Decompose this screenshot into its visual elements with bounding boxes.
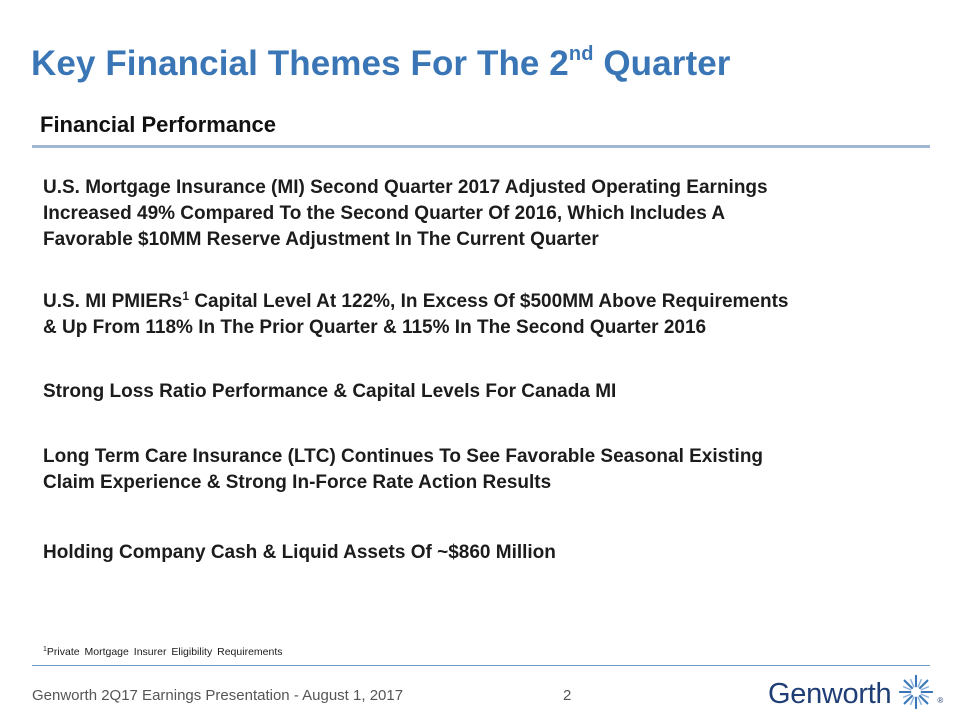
bullet-line: Favorable $10MM Reserve Adjustment In Th… [43,229,599,250]
footnote-marker: 1 [182,289,190,303]
bullet-line: Strong Loss Ratio Performance & Capital … [43,381,617,402]
genworth-star-icon [897,673,935,716]
footnote-marker: 1 [43,646,47,653]
registered-mark: ® [937,695,944,705]
bullet-line: Increased 49% Compared To the Second Qua… [43,203,726,224]
footer-divider [32,665,930,666]
logo-wordmark: Genworth [768,677,892,710]
bullet-line: U.S. Mortgage Insurance (MI) Second Quar… [43,177,768,198]
bullet-text: U.S. MI PMIERs [43,291,183,312]
bullet-pmiers-capital: U.S. MI PMIERs1 Capital Level At 122%, I… [43,289,913,341]
footnote-text: Private Mortgage Insurer Eligibility Req… [46,646,283,658]
title-text-end: Quarter [593,44,731,83]
slide-title: Key Financial Themes For The 2nd Quarter [31,44,731,84]
bullet-holding-cash: Holding Company Cash & Liquid Assets Of … [43,540,913,566]
footer-text: Genworth 2Q17 Earnings Presentation - Au… [32,687,404,704]
bullet-mi-earnings: U.S. Mortgage Insurance (MI) Second Quar… [43,175,913,253]
footnote: 1Private Mortgage Insurer Eligibility Re… [43,646,283,658]
bullet-line: U.S. MI PMIERs1 Capital Level At 122%, I… [43,289,913,315]
bullet-ltc: Long Term Care Insurance (LTC) Continues… [43,444,913,496]
genworth-logo: Genworth ® [768,674,943,714]
bullet-line: & Up From 118% In The Prior Quarter & 11… [43,317,707,338]
bullet-text: Capital Level At 122%, In Excess Of $500… [189,291,789,312]
section-heading: Financial Performance [40,112,276,137]
bullet-canada-mi: Strong Loss Ratio Performance & Capital … [43,379,913,405]
bullet-line: Long Term Care Insurance (LTC) Continues… [43,446,764,467]
section-divider [32,145,930,148]
title-text: Key Financial Themes For The 2 [31,44,569,83]
bullet-line: Claim Experience & Strong In-Force Rate … [43,472,552,493]
title-superscript: nd [568,43,594,65]
page-number: 2 [563,687,572,704]
bullet-line: Holding Company Cash & Liquid Assets Of … [43,542,556,563]
